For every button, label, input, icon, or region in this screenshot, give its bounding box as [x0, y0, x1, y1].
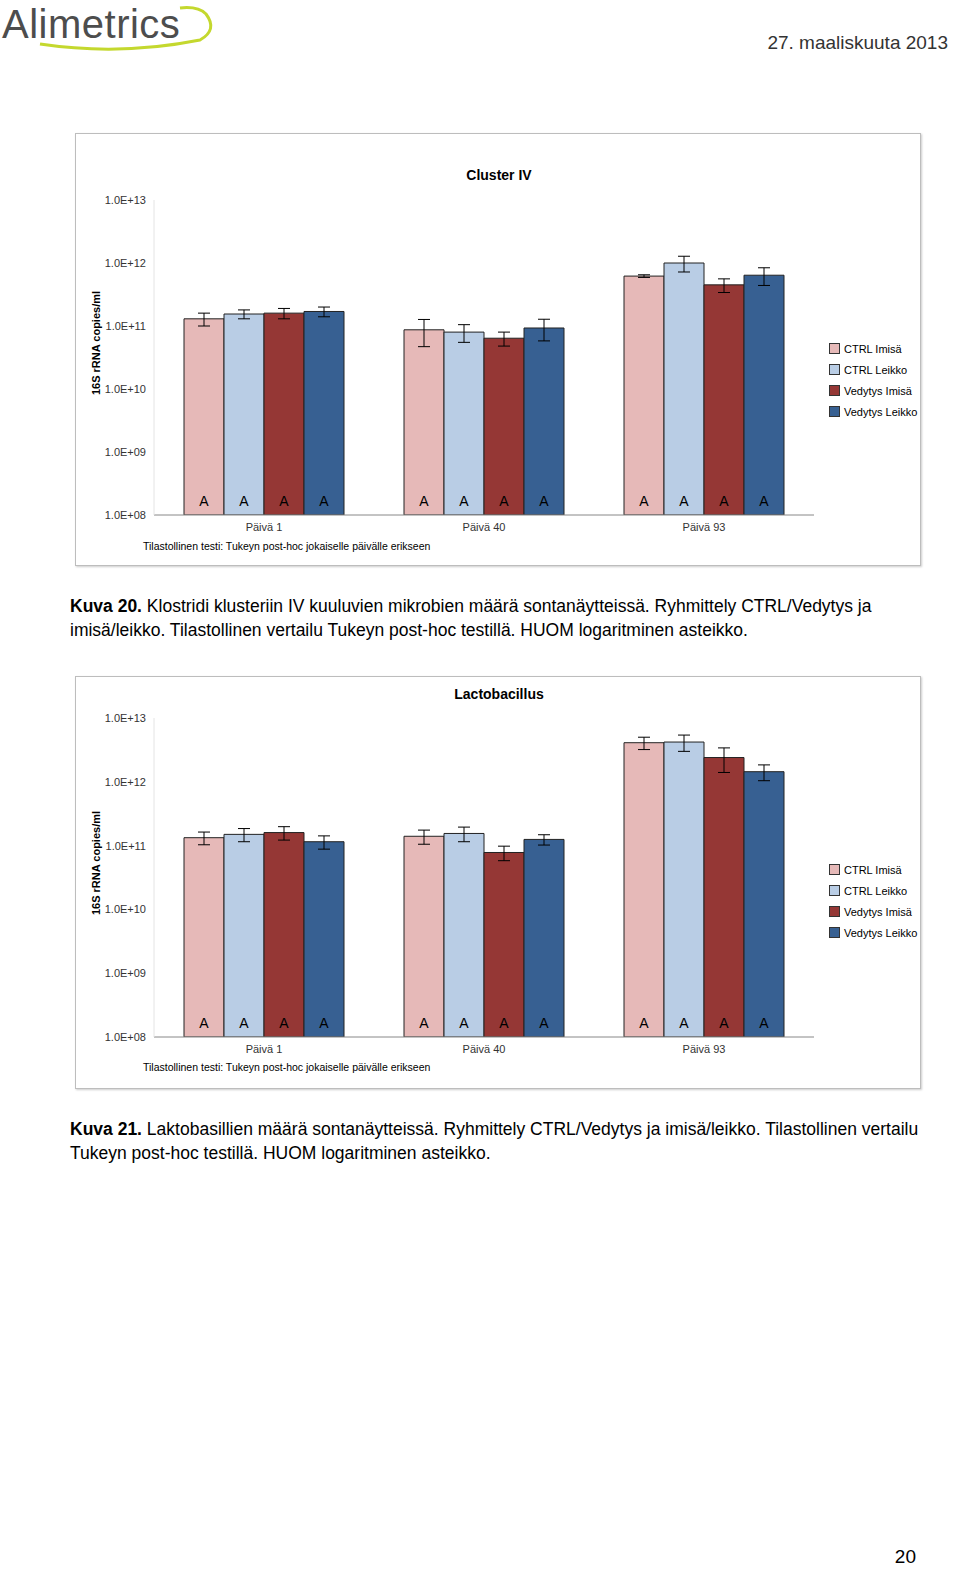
svg-text:1.0E+09: 1.0E+09 [105, 446, 146, 458]
svg-text:1.0E+11: 1.0E+11 [106, 320, 146, 332]
svg-text:A: A [419, 493, 429, 509]
svg-text:A: A [679, 1015, 689, 1031]
svg-text:A: A [639, 493, 649, 509]
svg-text:1.0E+13: 1.0E+13 [105, 194, 146, 206]
svg-text:Päivä 40: Päivä 40 [463, 1043, 506, 1055]
svg-text:A: A [239, 1015, 249, 1031]
svg-text:1.0E+11: 1.0E+11 [106, 840, 146, 852]
svg-text:1.0E+08: 1.0E+08 [105, 1031, 146, 1043]
html-text:Alimetrics: Alimetrics [2, 2, 181, 46]
svg-text:A: A [319, 493, 329, 509]
html-text:Lactobacillus: Lactobacillus [454, 686, 544, 702]
svg-text:1.0E+12: 1.0E+12 [105, 776, 146, 788]
svg-text:Päivä 93: Päivä 93 [683, 1043, 726, 1055]
svg-text:A: A [459, 493, 469, 509]
svg-text:A: A [279, 493, 289, 509]
svg-text:A: A [279, 1015, 289, 1031]
html-text:Tilastollinen testi: Tukeyn po: Tilastollinen testi: Tukeyn post-hoc jok… [143, 540, 431, 552]
html-text:CTRL Leikko: CTRL Leikko [844, 884, 908, 897]
html-text:CTRL Imisä: CTRL Imisä [844, 863, 902, 876]
html-text:Vedytys Leikko: Vedytys Leikko [844, 926, 918, 939]
svg-text:A: A [719, 493, 729, 509]
svg-text:1.0E+09: 1.0E+09 [105, 967, 146, 979]
html-text:CTRL Imisä: CTRL Imisä [844, 342, 902, 355]
html-text:Tilastollinen testi: Tukeyn po: Tilastollinen testi: Tukeyn post-hoc jok… [143, 1061, 431, 1073]
svg-text:A: A [639, 1015, 649, 1031]
svg-text:1.0E+10: 1.0E+10 [105, 383, 146, 395]
svg-text:A: A [199, 493, 209, 509]
html-text:Kuva 21. Laktobasillien määrä: Kuva 21. Laktobasillien määrä sontanäytt… [70, 1119, 919, 1163]
svg-text:Päivä 93: Päivä 93 [683, 521, 726, 533]
svg-text:A: A [759, 493, 769, 509]
html-text:Vedytys Leikko: Vedytys Leikko [844, 405, 918, 418]
svg-text:1.0E+10: 1.0E+10 [105, 903, 146, 915]
svg-text:Päivä 1: Päivä 1 [246, 1043, 283, 1055]
svg-text:A: A [719, 1015, 729, 1031]
svg-text:1.0E+12: 1.0E+12 [105, 257, 146, 269]
svg-text:A: A [499, 493, 509, 509]
html-text:Cluster IV: Cluster IV [466, 167, 532, 183]
svg-text:A: A [679, 493, 689, 509]
html-text:CTRL Leikko: CTRL Leikko [844, 363, 908, 376]
svg-text:A: A [499, 1015, 509, 1031]
html-text:16S rRNA copies/ml: 16S rRNA copies/ml [90, 810, 102, 915]
svg-text:A: A [539, 1015, 549, 1031]
html-text:Vedytys Imisä: Vedytys Imisä [844, 384, 912, 397]
html-text:16S rRNA copies/ml: 16S rRNA copies/ml [90, 290, 102, 395]
svg-text:Päivä 1: Päivä 1 [246, 521, 283, 533]
svg-text:A: A [319, 1015, 329, 1031]
svg-text:A: A [419, 1015, 429, 1031]
svg-text:A: A [239, 493, 249, 509]
svg-text:Päivä 40: Päivä 40 [463, 521, 506, 533]
html-text:20: 20 [894, 1546, 916, 1567]
html-text:27. maaliskuuta 2013: 27. maaliskuuta 2013 [767, 32, 948, 53]
svg-text:A: A [759, 1015, 769, 1031]
svg-text:1.0E+08: 1.0E+08 [105, 509, 146, 521]
svg-text:A: A [539, 493, 549, 509]
svg-text:A: A [199, 1015, 209, 1031]
html-text:Kuva 20. Klostridi klusteriin: Kuva 20. Klostridi klusteriin IV kuuluvi… [70, 596, 872, 640]
svg-text:A: A [459, 1015, 469, 1031]
svg-text:1.0E+13: 1.0E+13 [105, 712, 146, 724]
html-text:Vedytys Imisä: Vedytys Imisä [844, 905, 912, 918]
